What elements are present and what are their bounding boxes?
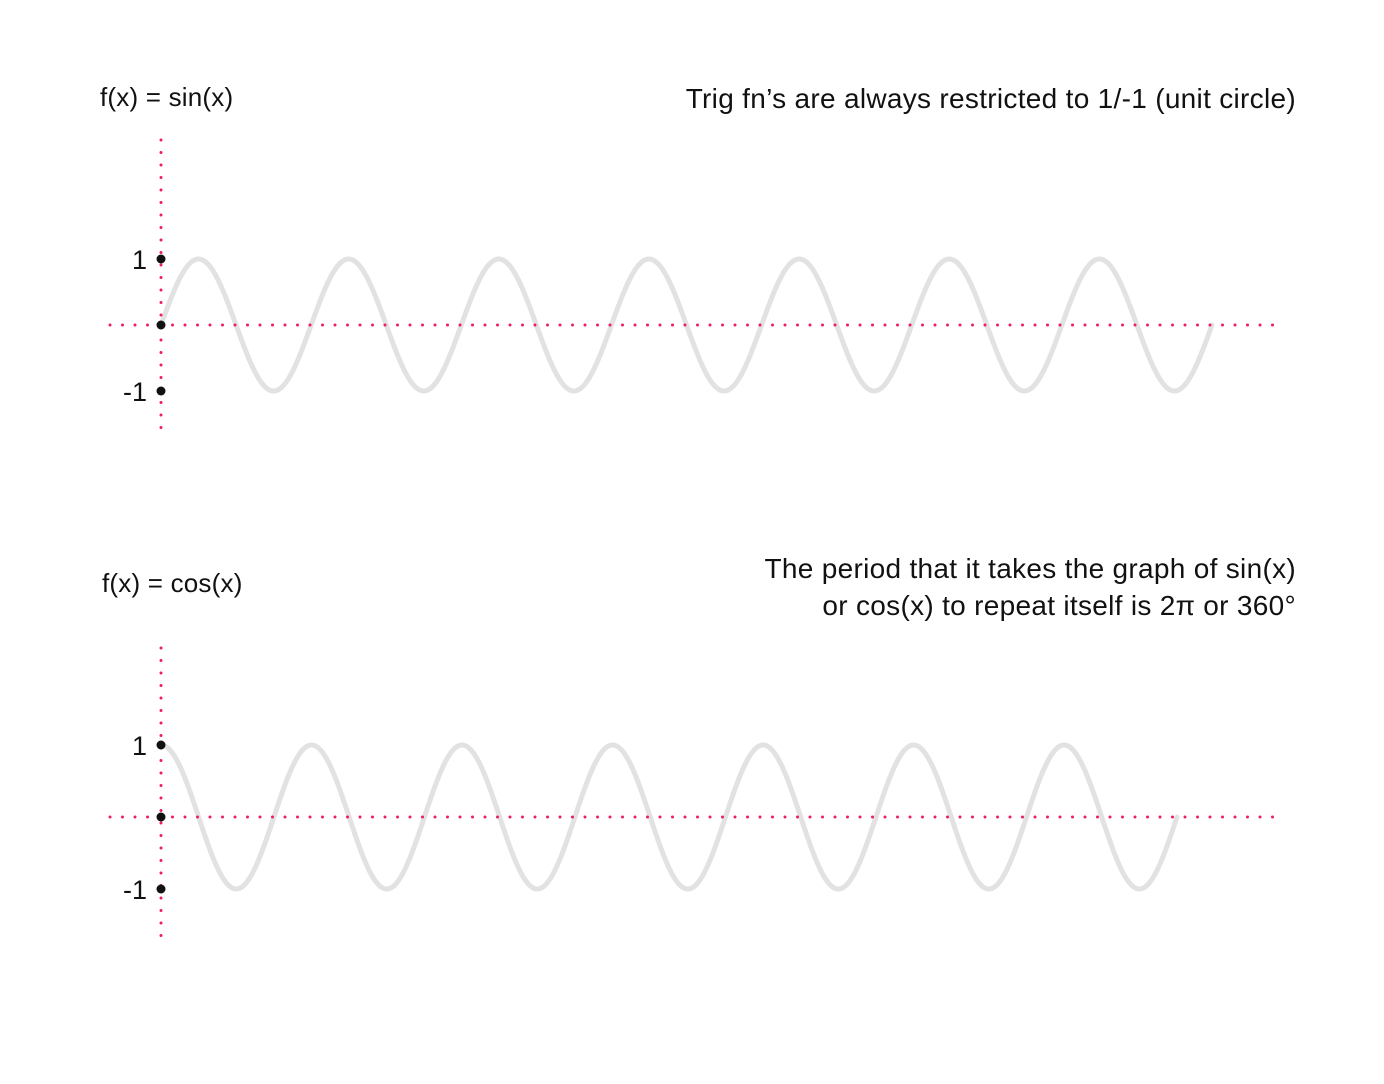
cos-tick-marker-0 — [156, 740, 166, 750]
sin-note-line-1: Trig fn’s are always restricted to 1/-1 … — [685, 83, 1296, 114]
cos-tick-marker-2 — [156, 884, 166, 894]
cos-note-line-1: The period that it takes the graph of si… — [764, 553, 1296, 584]
sin-tick-marker-1 — [156, 320, 166, 330]
cos-tick-label-2: -1 — [123, 875, 147, 905]
sin-chart-note: Trig fn’s are always restricted to 1/-1 … — [686, 80, 1296, 117]
cos-tick-label-0: 1 — [132, 731, 147, 761]
sin-chart-title: f(x) = sin(x) — [100, 82, 234, 112]
cos-curve — [158, 742, 1180, 892]
sin-tick-label-0: 1 — [132, 245, 147, 275]
cos-note-line-2: or cos(x) to repeat itself is 2π or 360° — [822, 590, 1296, 621]
sin-tick-label-2: -1 — [123, 377, 147, 407]
sin-tick-marker-0 — [156, 254, 166, 264]
cos-chart-note: The period that it takes the graph of si… — [765, 550, 1296, 624]
cos-tick-marker-1 — [156, 812, 166, 822]
sin-tick-marker-2 — [156, 386, 166, 396]
cos-chart-title: f(x) = cos(x) — [102, 568, 243, 598]
